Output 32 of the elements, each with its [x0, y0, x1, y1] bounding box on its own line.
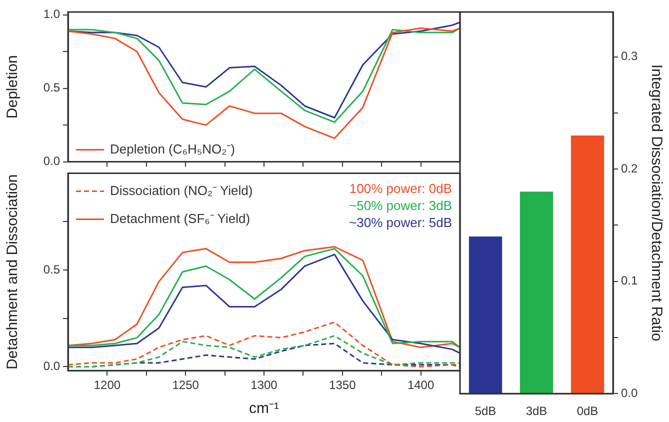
x-axis-title: cm⁻¹ — [249, 400, 279, 418]
legend-label: Depletion (C₆H₅NO₂⁻) — [110, 141, 235, 156]
x-tick-label: 3dB — [526, 404, 548, 418]
x-tick-label: 1200 — [94, 378, 121, 392]
x-tick-label: 5dB — [474, 404, 496, 418]
y-axis-title: Depletion — [4, 55, 22, 119]
annotation: 100% power: 0dB — [349, 180, 452, 196]
y-tick-label: 0.0 — [43, 154, 60, 168]
legend-label: Dissociation (NO₂⁻ Yield) — [110, 182, 253, 198]
x-tick-label: 1300 — [250, 378, 278, 392]
y-axis-title: Integrated Dissociation/Detachment Ratio — [648, 64, 665, 342]
annotation: ~50% power: 3dB — [349, 198, 452, 213]
y-tick-label: 0.5 — [43, 80, 60, 95]
x-tick-label: 0dB — [576, 404, 598, 418]
x-tick-label: 1250 — [172, 378, 200, 392]
y-tick-label: 0.3 — [621, 49, 638, 64]
y-tick-label: 0.0 — [43, 359, 60, 374]
y-tick-label: 0.2 — [621, 161, 638, 176]
bar — [468, 236, 502, 394]
y-tick-label: 0.1 — [621, 274, 638, 288]
line-series — [68, 335, 460, 368]
line-series — [68, 321, 460, 368]
bar — [570, 135, 604, 394]
y-axis-title: Detachment and Dissociation — [4, 174, 22, 370]
y-tick-label: 0.0 — [621, 386, 638, 400]
legend-label: Detachment (SF₆⁻ Yield) — [110, 210, 250, 226]
y-tick-label: 1.0 — [43, 7, 60, 22]
x-tick-label: 1400 — [407, 378, 434, 392]
bar — [520, 192, 554, 394]
x-tick-label: 1350 — [329, 378, 356, 392]
annotation: ~30% power: 5dB — [349, 214, 452, 230]
y-tick-label: 0.5 — [43, 262, 60, 276]
